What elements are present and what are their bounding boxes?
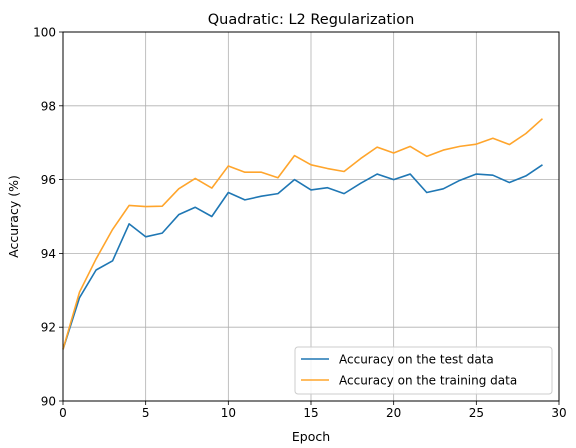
legend: Accuracy on the test data Accuracy on the… — [294, 346, 553, 395]
x-axis-label: Epoch — [292, 429, 330, 444]
x-axis: 0 5 10 15 20 25 30 — [59, 401, 567, 420]
y-axis: 90 92 94 96 98 100 — [33, 26, 63, 409]
y-tick-label: 92 — [41, 321, 56, 335]
y-axis-label: Accuracy (%) — [6, 175, 21, 258]
y-tick-label: 98 — [41, 99, 56, 113]
y-tick-label: 94 — [41, 247, 56, 261]
series-line-2 — [62, 118, 544, 350]
series-lines — [62, 118, 544, 350]
y-tick-label: 100 — [33, 26, 56, 40]
grid — [62, 31, 560, 402]
x-tick-label: 20 — [386, 406, 401, 420]
legend-label: Accuracy on the training data — [339, 374, 517, 388]
chart-title: Quadratic: L2 Regularization — [208, 12, 415, 28]
x-tick-label: 30 — [551, 406, 566, 420]
y-tick-label: 90 — [41, 395, 56, 409]
legend-box — [294, 346, 553, 395]
series-line-1 — [62, 164, 543, 350]
x-tick-label: 15 — [303, 406, 318, 420]
x-tick-label: 25 — [469, 406, 484, 420]
x-tick-label: 0 — [59, 406, 67, 420]
legend-label: Accuracy on the test data — [339, 353, 494, 367]
x-tick-label: 10 — [221, 406, 236, 420]
x-tick-label: 5 — [142, 406, 150, 420]
y-tick-label: 96 — [41, 173, 56, 187]
